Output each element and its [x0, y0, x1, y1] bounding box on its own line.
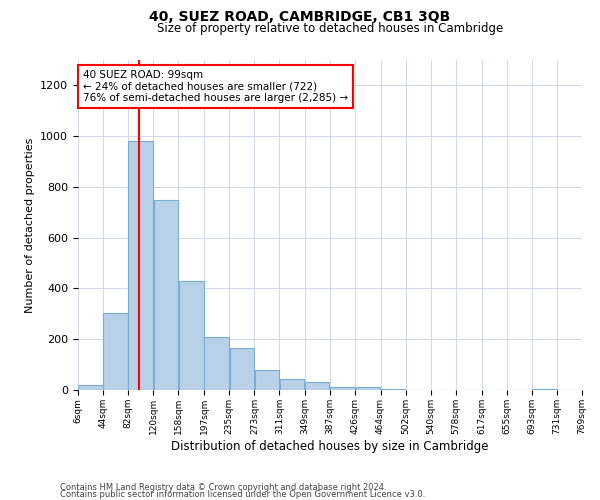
X-axis label: Distribution of detached houses by size in Cambridge: Distribution of detached houses by size …: [171, 440, 489, 452]
Text: Contains HM Land Registry data © Crown copyright and database right 2024.: Contains HM Land Registry data © Crown c…: [60, 484, 386, 492]
Bar: [103, 312, 128, 390]
Bar: [305, 382, 329, 390]
Text: 40, SUEZ ROAD, CAMBRIDGE, CB1 3QB: 40, SUEZ ROAD, CAMBRIDGE, CB1 3QB: [149, 10, 451, 24]
Bar: [154, 200, 178, 390]
Bar: [179, 281, 204, 390]
Bar: [532, 388, 557, 390]
Text: 40 SUEZ ROAD: 99sqm
← 24% of detached houses are smaller (722)
76% of semi-detac: 40 SUEZ ROAD: 99sqm ← 24% of detached ho…: [83, 70, 348, 103]
Y-axis label: Number of detached properties: Number of detached properties: [25, 138, 35, 312]
Title: Size of property relative to detached houses in Cambridge: Size of property relative to detached ho…: [157, 22, 503, 35]
Bar: [330, 387, 355, 390]
Bar: [280, 378, 304, 390]
Bar: [205, 336, 229, 390]
Bar: [356, 387, 380, 390]
Bar: [381, 388, 406, 390]
Bar: [128, 141, 153, 390]
Bar: [230, 348, 254, 390]
Bar: [254, 370, 279, 390]
Bar: [78, 385, 103, 390]
Text: Contains public sector information licensed under the Open Government Licence v3: Contains public sector information licen…: [60, 490, 425, 499]
